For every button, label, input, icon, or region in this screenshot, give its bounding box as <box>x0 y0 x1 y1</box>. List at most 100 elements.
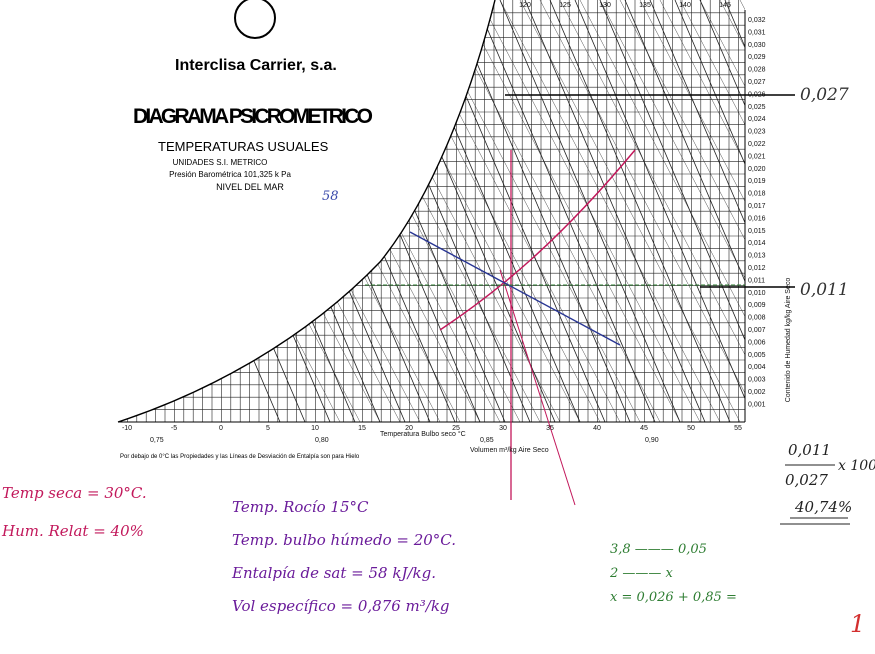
pink-line <box>499 269 576 506</box>
top-tick-label: 140 <box>679 2 691 9</box>
y-tick-label: 0,002 <box>748 389 766 396</box>
info: Presión Barométrica 101,325 k Pa <box>169 170 291 179</box>
top-tick-label: 120 <box>519 2 531 9</box>
axis-label: Temperatura Bulbo seco °C <box>380 430 466 438</box>
info: NIVEL DEL MAR <box>216 182 284 192</box>
note: Temp. bulbo húmedo = 20°C. <box>232 531 456 549</box>
y-tick-label: 0,013 <box>748 253 766 260</box>
y-tick-label: 0,023 <box>748 129 766 136</box>
grid-line <box>539 0 745 422</box>
note: 0,011 <box>800 280 849 300</box>
top-tick-label: 130 <box>599 2 611 9</box>
title: DIAGRAMA PSICROMETRICO <box>133 105 373 128</box>
grid-line <box>674 0 745 422</box>
x-tick-label: -10 <box>122 425 132 432</box>
axis-label: Volumen m³/kg Aire Seco <box>470 447 549 454</box>
axis-labels: -10 -5 0 5 10 15 20 25 30 35 40 45 50 55 0,032 0,031 0,0… <box>122 2 766 444</box>
y-tick-label: 0,029 <box>748 54 766 61</box>
y-tick-label: 0,014 <box>748 240 766 247</box>
grid-line <box>699 0 745 422</box>
x-tick-label: 50 <box>687 425 695 432</box>
rh-curve <box>439 149 636 331</box>
note: x = 0,026 + 0,85 = <box>610 590 737 605</box>
y-tick-label: 0,009 <box>748 302 766 309</box>
y-tick-label: 0,019 <box>748 178 766 185</box>
y-tick-label: 0,010 <box>748 290 766 297</box>
y-tick-label: 0,005 <box>748 352 766 359</box>
note: 0,011 <box>788 441 831 459</box>
y-tick-label: 0,027 <box>748 79 766 86</box>
y-tick-label: 0,008 <box>748 315 766 322</box>
grid-line <box>649 0 745 422</box>
grid-line <box>800 0 875 422</box>
note: 0,027 <box>800 85 849 105</box>
grid-line <box>760 0 875 422</box>
grid-line <box>825 0 875 422</box>
note: 1 <box>850 610 865 638</box>
volume-tick-label: 0,80 <box>315 437 329 444</box>
volume-tick-label: 0,75 <box>150 437 164 444</box>
y-tick-label: 0,018 <box>748 191 766 198</box>
grid-line <box>679 0 745 422</box>
x-tick-label: 5 <box>266 425 270 432</box>
note: 2 ——— x <box>609 566 674 581</box>
volume-tick-label: 0,90 <box>645 437 659 444</box>
x-tick-label: 10 <box>311 425 319 432</box>
grid-line <box>549 0 731 422</box>
y-tick-label: 0,006 <box>748 339 766 346</box>
y-tick-label: 0,026 <box>748 91 766 98</box>
note: Vol específico = 0,876 m³/kg <box>232 597 450 615</box>
x-tick-label: -5 <box>171 425 177 432</box>
top-tick-label: 135 <box>639 2 651 9</box>
volume-tick-label: 0,85 <box>480 437 494 444</box>
grid-line <box>780 0 875 422</box>
grid-line <box>439 0 661 422</box>
grid-line <box>820 0 875 422</box>
grid-line <box>840 0 875 422</box>
grid-line <box>860 0 875 422</box>
grid-line <box>449 0 631 422</box>
y-tick-label: 0,004 <box>748 364 766 371</box>
blue-line <box>409 231 621 346</box>
x-tick-label: 20 <box>405 425 413 432</box>
note: 0,027 <box>785 471 828 489</box>
note: Entalpía de sat = 58 kJ/kg. <box>231 564 436 582</box>
grid-line <box>699 0 745 422</box>
grid-line <box>599 0 745 422</box>
grid-line <box>624 0 745 422</box>
grid-line <box>574 0 745 422</box>
note: Hum. Relat = 40% <box>1 522 144 540</box>
grid-line <box>474 0 656 422</box>
x-tick-label: 15 <box>358 425 366 432</box>
grid-line <box>619 0 745 422</box>
y-tick-label: 0,015 <box>748 228 766 235</box>
note: 3,8 ——— 0,05 <box>610 542 707 557</box>
note: 58 <box>322 189 339 204</box>
y-tick-label: 0,022 <box>748 141 766 148</box>
note: Temp. Rocío 15°C <box>232 498 369 516</box>
top-tick-label: 145 <box>719 2 731 9</box>
grid-line <box>499 0 721 422</box>
x-tick-label: 40 <box>593 425 601 432</box>
y-tick-label: 0,030 <box>748 42 766 49</box>
info: UNIDADES S.I. METRICO <box>173 158 268 167</box>
y-tick-label: 0,017 <box>748 203 766 210</box>
grid-line <box>519 0 741 422</box>
y-tick-label: 0,016 <box>748 215 766 222</box>
grid-line <box>524 0 706 422</box>
top-tick-label: 125 <box>559 2 571 9</box>
x-tick-label: 30 <box>499 425 507 432</box>
note: 40,74% <box>794 498 852 516</box>
subtitle: TEMPERATURAS USUALES <box>158 139 329 154</box>
y-tick-label: 0,025 <box>748 104 766 111</box>
x-tick-label: 35 <box>546 425 554 432</box>
footnote: Por debajo de 0°C las Propiedades y las … <box>120 454 360 460</box>
x-tick-label: 45 <box>640 425 648 432</box>
grid-line <box>750 0 875 422</box>
grid-line <box>800 0 875 422</box>
y-tick-label: 0,028 <box>748 67 766 74</box>
logo <box>234 0 276 39</box>
y-tick-label: 0,011 <box>748 277 765 284</box>
grid-line <box>599 0 745 422</box>
axis-label: Contenido de Humedad kg/kg Aire Seco <box>785 278 792 403</box>
